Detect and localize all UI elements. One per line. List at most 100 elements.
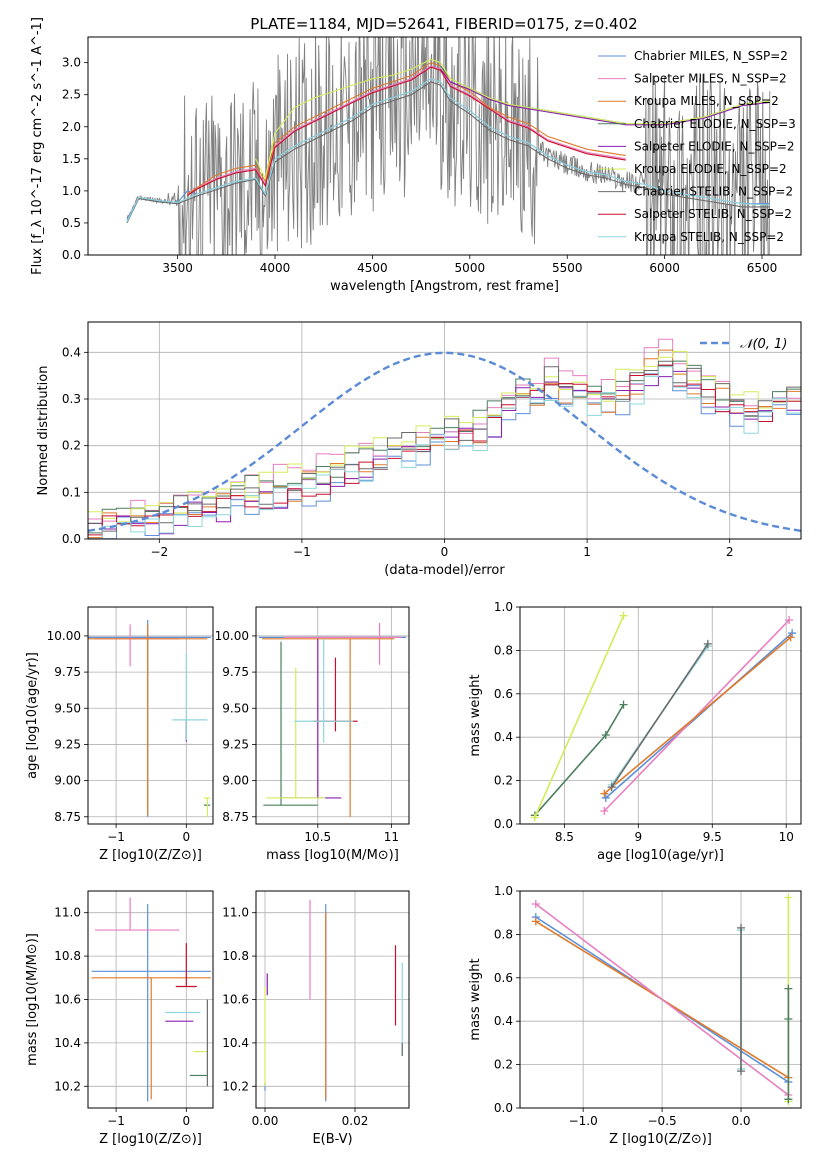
x-tick-label: 3500 (162, 261, 193, 275)
histogram-step (88, 350, 801, 523)
panel-ebv-mass: 0.00 0.02 10.2 10.4 10.6 10.8 11.0 E(B-V) (222, 890, 410, 1147)
weight-line (534, 704, 625, 816)
y-tick-label: 9.50 (54, 701, 81, 715)
x-tick-label: 2 (726, 545, 734, 559)
weight-point (607, 783, 616, 792)
x-tick-label: 9.5 (703, 830, 722, 844)
y-tick-label: 8.75 (222, 810, 249, 824)
y-tick-label: 0.2 (494, 774, 513, 788)
legend: Chabrier MILES, N_SSP=2 Salpeter MILES, N… (598, 49, 796, 244)
weight-point (784, 1015, 793, 1024)
x-tick-label: 11 (384, 830, 399, 844)
y-axis-label: age [log10(age/yr)] (25, 652, 40, 779)
x-tick-label: 10.5 (304, 830, 331, 844)
weight-line (605, 632, 793, 799)
y-tick-label: 0.4 (494, 730, 513, 744)
x-tick-label: 0.00 (252, 1114, 279, 1128)
weight-point (786, 633, 795, 642)
x-axis-label: mass [log10(M/M⊙)] (266, 848, 399, 863)
weight-point (784, 1095, 793, 1104)
weight-point (619, 611, 628, 620)
weight-line (611, 643, 709, 788)
y-tick-label: 0.0 (494, 1101, 513, 1115)
y-tick-label: 1.0 (62, 184, 81, 198)
legend-entry: Salpeter ELODIE, N_SSP=2 (634, 139, 795, 153)
y-tick-label: 9.25 (222, 737, 249, 751)
x-tick-label: 0.0 (731, 1114, 750, 1128)
x-tick-label: 9 (634, 830, 642, 844)
y-tick-label: 10.2 (54, 1079, 81, 1093)
x-tick-label: −1 (107, 1114, 125, 1128)
weight-point (788, 629, 797, 638)
x-tick-label: 5500 (552, 261, 583, 275)
y-tick-label: 0.0 (62, 248, 81, 262)
panel-z-mass: −1 0 10.2 10.4 10.6 10.8 11.0 Z [log10(Z/Z⊙)] ma… (25, 890, 214, 1147)
x-tick-label: −2 (150, 545, 168, 559)
y-axis-label: mass weight (468, 958, 483, 1040)
weight-point (531, 917, 540, 926)
axes-frame (519, 606, 802, 825)
histogram-step (88, 349, 801, 539)
x-axis-label: Z [log10(Z/Z⊙)] (609, 1132, 712, 1147)
legend-entry: Salpeter STELIB, N_SSP=2 (634, 207, 792, 221)
panel-residuals: −2 −1 0 1 2 0.0 0.1 0.2 0.3 0.4 (data-model)/error… (36, 321, 802, 578)
panel-z-age: −1 0 8.75 9.00 9.25 9.50 9.75 10.00 Z [log10(Z/Z… (25, 606, 214, 863)
panels: 3500 4000 4500 5000 5500 6000 6500 0.0 0.5 1.0 1.5… (25, 17, 802, 1147)
x-tick-label: 10 (779, 830, 794, 844)
x-tick-label: 8.5 (555, 830, 574, 844)
y-tick-label: 10.8 (222, 949, 249, 963)
model-line (126, 78, 770, 222)
weight-point (601, 731, 610, 740)
y-tick-label: 0.8 (494, 927, 513, 941)
axes-frame (87, 890, 214, 1109)
figure-title: PLATE=1184, MJD=52641, FIBERID=0175, z=0… (250, 15, 637, 33)
x-tick-label: −1.0 (569, 1114, 598, 1128)
y-tick-label: 9.75 (222, 665, 249, 679)
weight-point (531, 900, 540, 909)
weight-point (785, 616, 794, 625)
y-tick-label: 2.0 (62, 120, 81, 134)
y-tick-label: 1.0 (494, 884, 513, 898)
x-tick-label: 0.02 (342, 1114, 369, 1128)
y-tick-label: 11.0 (222, 906, 249, 920)
y-tick-label: 10.00 (47, 629, 81, 643)
y-tick-label: 0.6 (494, 687, 513, 701)
legend-entry: Chabrier STELIB, N_SSP=2 (634, 185, 793, 199)
y-tick-label: 0.4 (494, 1014, 513, 1028)
plot-area (88, 620, 211, 817)
axes-frame (87, 321, 802, 540)
legend-entry: Chabrier ELODIE, N_SSP=3 (634, 117, 796, 131)
histogram-step (88, 365, 801, 539)
axes-frame (87, 36, 802, 256)
model-line (440, 68, 770, 126)
plot-area (264, 899, 403, 1102)
plot-area (530, 611, 797, 822)
x-tick-label: 1 (583, 545, 591, 559)
y-tick-label: 9.75 (54, 665, 81, 679)
y-tick-label: 2.5 (62, 88, 81, 102)
x-tick-label: −1 (293, 545, 311, 559)
plot-area (126, 37, 771, 255)
x-tick-label: 6000 (649, 261, 680, 275)
y-tick-label: 0.2 (494, 1058, 513, 1072)
weight-point (737, 1067, 746, 1076)
x-tick-label: −0.5 (648, 1114, 677, 1128)
legend-entry: Kroupa MILES, N_SSP=2 (634, 94, 779, 108)
legend-entry: Kroupa STELIB, N_SSP=2 (634, 230, 784, 244)
y-tick-label: 0.0 (494, 817, 513, 831)
x-axis-label: age [log10(age/yr)] (597, 848, 724, 863)
histogram-step (88, 366, 801, 539)
y-tick-label: 10.6 (54, 993, 81, 1007)
histogram-step (88, 370, 801, 535)
y-tick-label: 8.75 (54, 810, 81, 824)
histogram-step (88, 360, 801, 532)
y-tick-label: 10.4 (222, 1036, 249, 1050)
y-tick-label: 10.8 (54, 949, 81, 963)
weight-point (703, 639, 712, 648)
weight-point (530, 813, 539, 822)
y-tick-label: 9.00 (54, 774, 81, 788)
y-axis-label: Normed distribution (36, 366, 51, 496)
x-axis-label: E(B-V) (312, 1132, 352, 1147)
x-tick-label: 4500 (357, 261, 388, 275)
y-tick-label: 9.25 (54, 737, 81, 751)
